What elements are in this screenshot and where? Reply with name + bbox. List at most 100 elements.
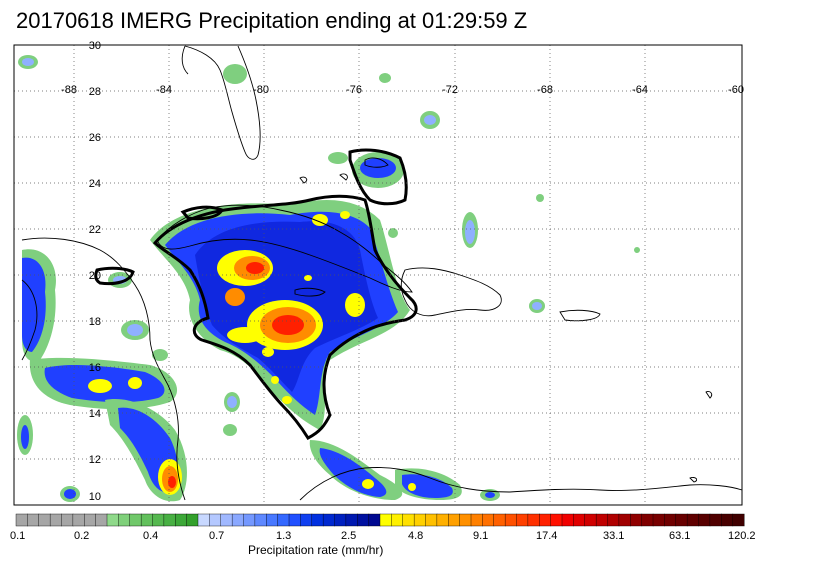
colorbar-swatch <box>470 513 483 527</box>
colorbar-label: 0.1 <box>10 530 26 542</box>
colorbar-swatch <box>516 513 529 527</box>
colorbar-swatch <box>288 513 301 527</box>
colorbar-label: 4.8 <box>408 530 424 542</box>
colorbar-swatch <box>664 513 677 527</box>
colorbar-swatch <box>504 513 518 527</box>
colorbar-swatch <box>106 513 119 527</box>
colorbar-label: 2.5 <box>341 530 357 542</box>
colorbar-swatch <box>72 513 85 527</box>
colorbar-swatch <box>448 513 461 527</box>
colorbar-swatch <box>84 513 97 527</box>
colorbar-swatch <box>402 513 415 527</box>
colorbar-swatch <box>618 513 631 527</box>
colorbar-swatch <box>652 513 665 527</box>
colorbar-label: 33.1 <box>603 530 625 542</box>
lat-tick: 28 <box>89 86 101 98</box>
lon-tick: -64 <box>632 84 648 96</box>
colorbar-label: 17.4 <box>536 530 558 542</box>
colorbar-swatch <box>95 513 108 527</box>
colorbar-label: 0.4 <box>143 530 159 542</box>
colorbar-swatch <box>584 513 597 527</box>
colorbar <box>15 513 745 527</box>
colorbar-label: 9.1 <box>473 530 489 542</box>
colorbar-swatch <box>686 513 700 527</box>
lon-tick: -60 <box>728 84 744 96</box>
colorbar-swatch <box>175 513 188 527</box>
lat-tick: 18 <box>89 316 101 328</box>
colorbar-title: Precipitation rate (mm/hr) <box>248 543 384 557</box>
lat-tick: 20 <box>89 270 101 282</box>
map-frame <box>13 44 743 506</box>
colorbar-swatch <box>15 513 28 527</box>
colorbar-swatch <box>345 513 358 527</box>
colorbar-swatch <box>118 513 131 527</box>
colorbar-swatch <box>721 513 734 527</box>
lat-tick: 16 <box>89 362 101 374</box>
precipitation-field <box>17 55 640 502</box>
colorbar-swatch <box>459 513 472 527</box>
colorbar-swatch <box>311 513 324 527</box>
lat-tick: 26 <box>89 132 101 144</box>
colorbar-swatch <box>140 513 154 527</box>
colorbar-swatch <box>186 513 199 527</box>
lon-tick: -84 <box>156 84 172 96</box>
colorbar-swatch <box>129 513 142 527</box>
lat-tick: 30 <box>89 40 101 52</box>
lat-tick: 10 <box>89 491 101 503</box>
colorbar-label: 63.1 <box>669 530 691 542</box>
colorbar-swatch <box>163 513 176 527</box>
colorbar-swatch <box>27 513 40 527</box>
colorbar-label: 0.7 <box>209 530 225 542</box>
lon-tick: -68 <box>537 84 553 96</box>
colorbar-swatch <box>209 513 222 527</box>
colorbar-swatch <box>630 513 643 527</box>
colorbar-swatch <box>300 513 313 527</box>
colorbar-swatch <box>152 513 165 527</box>
colorbar-swatch <box>641 513 654 527</box>
lat-tick: 12 <box>89 454 101 466</box>
colorbar-swatch <box>493 513 506 527</box>
colorbar-swatch <box>61 513 74 527</box>
colorbar-swatch <box>38 513 51 527</box>
colorbar-swatch <box>425 513 438 527</box>
colorbar-swatch <box>607 513 620 527</box>
colorbar-swatch <box>595 513 609 527</box>
lon-tick: -80 <box>253 84 269 96</box>
colorbar-swatch <box>732 513 745 527</box>
colorbar-swatch <box>539 513 552 527</box>
colorbar-swatch <box>266 513 279 527</box>
colorbar-swatch <box>379 513 392 527</box>
colorbar-swatch <box>561 513 574 527</box>
colorbar-swatch <box>49 513 63 527</box>
colorbar-swatch <box>413 513 427 527</box>
colorbar-swatch <box>550 513 563 527</box>
colorbar-swatch <box>334 513 347 527</box>
colorbar-swatch <box>527 513 540 527</box>
colorbar-swatch <box>573 513 586 527</box>
colorbar-label: 0.2 <box>74 530 90 542</box>
colorbar-label: 1.3 <box>276 530 292 542</box>
colorbar-swatch <box>482 513 495 527</box>
colorbar-swatch <box>357 513 370 527</box>
colorbar-swatch <box>436 513 449 527</box>
gridlines <box>14 45 742 505</box>
map-title: 20170618 IMERG Precipitation ending at 0… <box>16 8 528 33</box>
colorbar-swatch <box>709 513 722 527</box>
colorbar-swatch <box>254 513 267 527</box>
storm-outlines <box>94 148 418 440</box>
colorbar-swatch <box>698 513 711 527</box>
colorbar-swatch <box>391 513 404 527</box>
lon-tick: -72 <box>442 84 458 96</box>
colorbar-swatch <box>368 513 381 527</box>
colorbar-swatch <box>277 513 290 527</box>
colorbar-swatch <box>197 513 210 527</box>
colorbar-label: 120.2 <box>728 530 756 542</box>
colorbar-swatch <box>220 513 233 527</box>
lat-tick: 22 <box>89 224 101 236</box>
lat-ticks: 30 28 26 24 22 20 18 16 14 12 10 <box>89 40 101 503</box>
lon-tick: -76 <box>346 84 362 96</box>
lat-tick: 14 <box>89 408 101 420</box>
colorbar-swatch <box>243 513 256 527</box>
